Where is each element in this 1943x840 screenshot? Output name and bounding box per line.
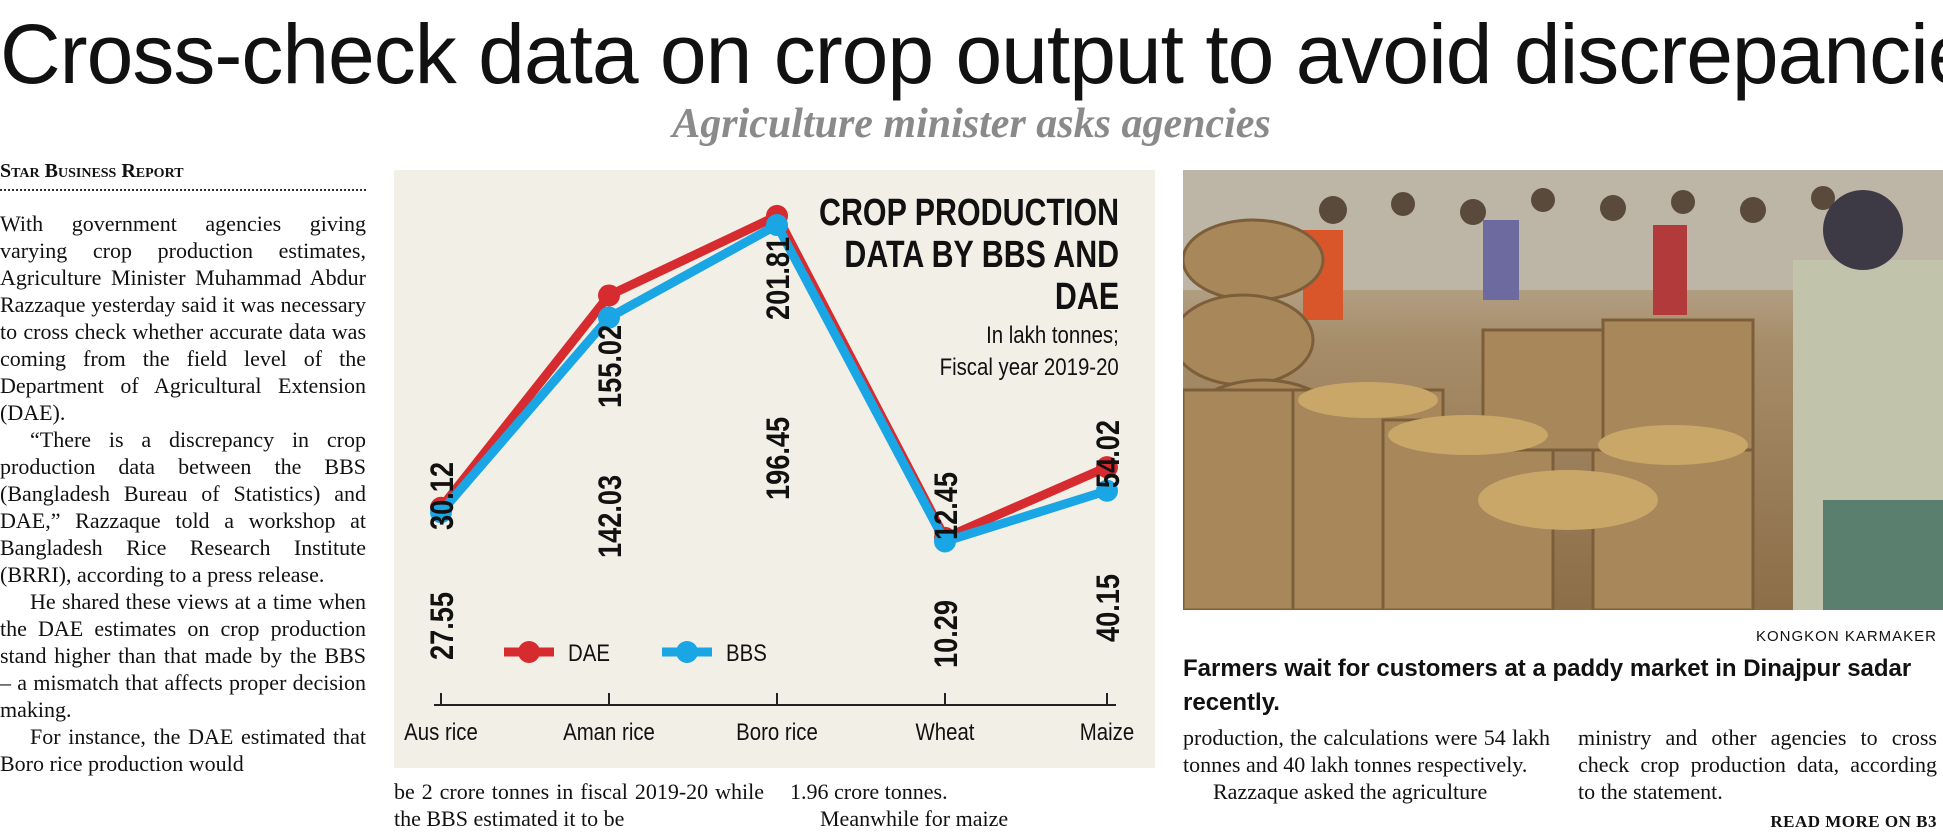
- crop-production-chart: Aus rice Aman rice Boro rice Wheat Maize 30.1…: [394, 170, 1155, 768]
- paragraph: 1.96 crore tonnes.: [790, 779, 948, 804]
- data-point-bbs: [766, 214, 788, 237]
- article-column-5: ministry and other agencies to cross che…: [1578, 724, 1937, 805]
- article-column-4: production, the calculations were 54 lak…: [1183, 724, 1550, 805]
- chart-svg: Aus rice Aman rice Boro rice Wheat Maize 30.1…: [404, 204, 1134, 745]
- paragraph: Meanwhile for maize: [820, 806, 1009, 831]
- paragraph: be 2 crore tonnes in fiscal 2019-20 whil…: [394, 779, 764, 831]
- paragraph: With government agencies giving varying …: [0, 211, 366, 425]
- chart-title-line: DAE: [1054, 276, 1119, 318]
- data-label-dae: 155.02: [593, 325, 629, 408]
- headline: Cross-check data on crop output to avoid…: [0, 7, 1943, 101]
- paragraph: Razzaque asked the agriculture: [1213, 779, 1488, 804]
- chart-title: CROP PRODUCTION DATA BY BBS AND DAE: [819, 192, 1119, 318]
- paragraph: For instance, the DAE estimated that Bor…: [0, 724, 366, 776]
- data-label-dae: 54.02: [1091, 420, 1127, 488]
- byline: Star Business Report: [0, 160, 366, 191]
- article-column-2: be 2 crore tonnes in fiscal 2019-20 whil…: [394, 778, 764, 832]
- x-tick-label: Aus rice: [404, 718, 478, 745]
- article-column-3: 1.96 crore tonnes. Meanwhile for maize: [790, 778, 1155, 832]
- data-point-dae: [598, 284, 620, 307]
- data-label-bbs: 10.29: [929, 600, 965, 668]
- data-label-dae: 12.45: [929, 472, 965, 540]
- paddy-market-photo: [1183, 170, 1943, 610]
- photo-credit: KONGKON KARMAKER: [1755, 628, 1937, 645]
- legend-marker-dae: [518, 641, 540, 663]
- chart-unit-line: In lakh tonnes;: [986, 322, 1119, 349]
- chart-unit-note: In lakh tonnes; Fiscal year 2019-20: [940, 320, 1119, 384]
- chart-unit-line: Fiscal year 2019-20: [939, 354, 1119, 381]
- data-label-bbs: 196.45: [761, 417, 797, 500]
- photo-illustration: [1183, 170, 1943, 610]
- chart-title-line: CROP PRODUCTION: [818, 192, 1119, 234]
- subheadline: Agriculture minister asks agencies: [672, 101, 1271, 147]
- legend-label-dae: DAE: [568, 639, 610, 666]
- data-label-bbs: 142.03: [593, 475, 629, 558]
- chart-title-line: DATA BY BBS AND: [844, 234, 1119, 276]
- read-more-link[interactable]: READ MORE ON B3: [1770, 812, 1937, 831]
- paragraph: He shared these views at a time when the…: [0, 589, 366, 722]
- data-point-bbs: [934, 530, 956, 553]
- article-column-1: With government agencies giving varying …: [0, 210, 366, 777]
- x-tick-label: Aman rice: [563, 718, 655, 745]
- legend-marker-bbs: [676, 641, 698, 663]
- x-tick-label: Boro rice: [736, 718, 818, 745]
- data-label-bbs: 27.55: [425, 592, 461, 660]
- x-tick-label: Wheat: [916, 718, 976, 745]
- data-point-bbs: [1096, 479, 1118, 502]
- data-label-dae: 201.81: [761, 237, 797, 320]
- paragraph: ministry and other agencies to cross che…: [1578, 725, 1937, 804]
- data-point-bbs: [430, 501, 452, 524]
- data-point-bbs: [598, 306, 620, 329]
- data-point-dae: [1096, 456, 1118, 479]
- paragraph: production, the calculations were 54 lak…: [1183, 725, 1550, 777]
- photo-caption: Farmers wait for customers at a paddy ma…: [1183, 655, 1912, 716]
- paragraph: “There is a discrepancy in crop producti…: [0, 427, 366, 587]
- data-label-dae: 30.12: [425, 462, 461, 530]
- x-tick-label: Maize: [1080, 718, 1134, 745]
- data-label-bbs: 40.15: [1091, 574, 1127, 642]
- legend-label-bbs: BBS: [726, 639, 767, 666]
